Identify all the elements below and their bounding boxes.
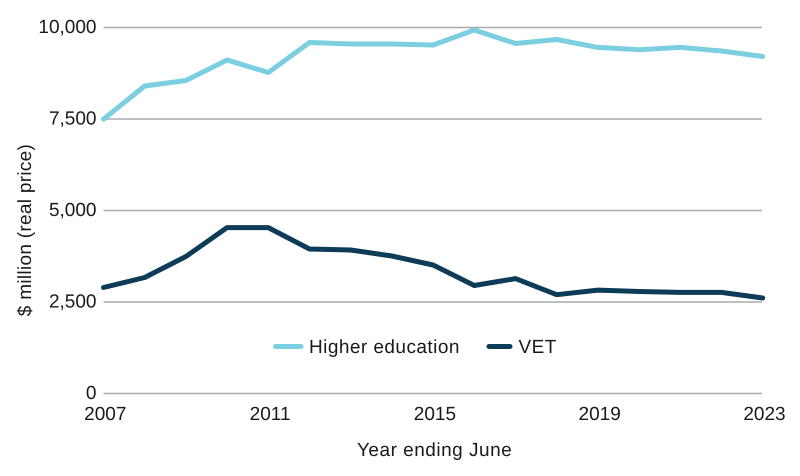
svg-text:Year ending June: Year ending June: [357, 440, 512, 461]
svg-text:2011: 2011: [250, 404, 291, 425]
svg-text:VET: VET: [519, 337, 557, 358]
svg-text:2007: 2007: [84, 404, 126, 425]
svg-text:2,500: 2,500: [49, 292, 97, 313]
svg-text:5,000: 5,000: [49, 200, 97, 221]
svg-text:7,500: 7,500: [49, 109, 97, 130]
svg-text:2019: 2019: [579, 404, 621, 425]
svg-text:$ million (real price): $ million (real price): [15, 144, 36, 316]
svg-text:2023: 2023: [743, 404, 785, 425]
svg-text:0: 0: [86, 383, 97, 404]
svg-text:Higher education: Higher education: [309, 337, 460, 358]
svg-text:10,000: 10,000: [38, 17, 96, 38]
svg-text:2015: 2015: [414, 404, 456, 425]
